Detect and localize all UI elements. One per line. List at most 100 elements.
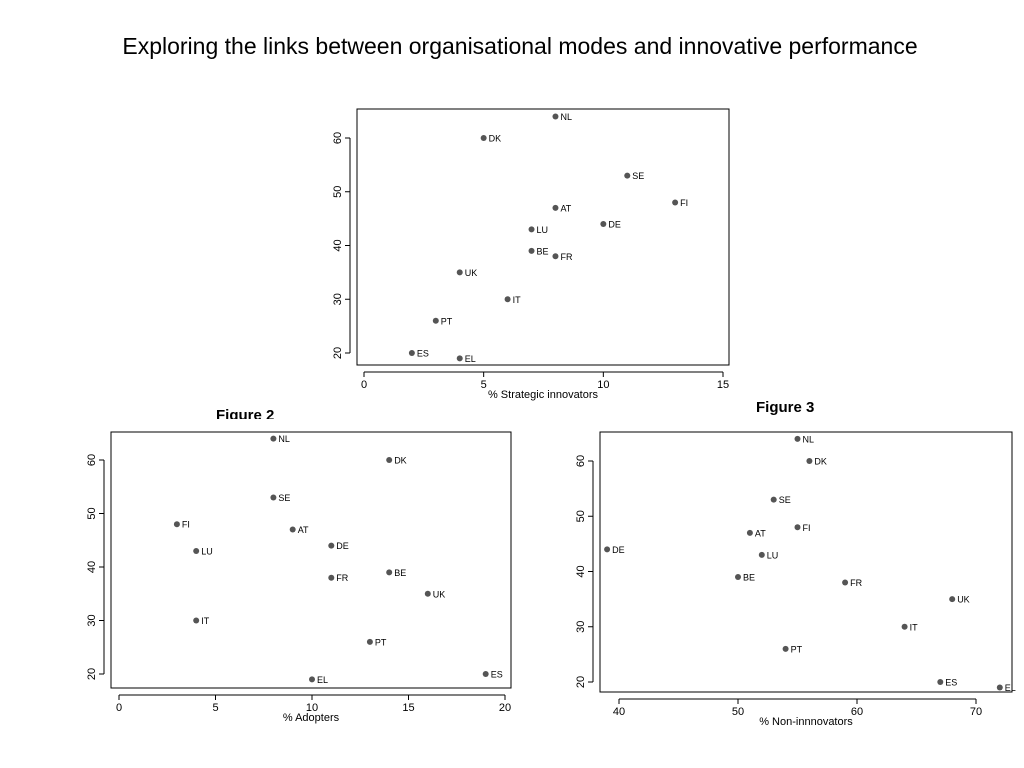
data-label-dk: DK — [489, 134, 502, 144]
data-label-el: EL — [1005, 683, 1016, 693]
figure-3-label: Figure 3 — [756, 399, 815, 416]
data-label-fi: FI — [182, 520, 190, 530]
x-tick-label: 20 — [499, 702, 511, 714]
data-point-fr — [842, 579, 849, 586]
x-tick-label: 40 — [613, 706, 625, 718]
data-label-es: ES — [945, 678, 957, 688]
data-label-el: EL — [465, 354, 476, 364]
data-label-se: SE — [278, 493, 290, 503]
data-label-es: ES — [491, 670, 503, 680]
data-point-fr — [552, 253, 559, 260]
data-point-dk — [806, 458, 813, 464]
y-tick-label: 50 — [575, 510, 587, 522]
x-axis-label: % Adopters — [283, 712, 340, 724]
data-label-nl: NL — [278, 434, 290, 444]
data-point-lu — [193, 547, 200, 554]
data-point-se — [624, 172, 631, 179]
data-point-nl — [794, 435, 801, 442]
data-label-be: BE — [537, 246, 549, 256]
data-label-uk: UK — [957, 595, 970, 605]
data-label-de: DE — [608, 220, 621, 230]
data-label-fi: FI — [680, 198, 688, 208]
data-label-uk: UK — [465, 268, 478, 278]
data-point-de — [600, 221, 607, 227]
data-point-de — [604, 546, 611, 553]
data-point-el — [456, 355, 463, 362]
x-tick-label: 10 — [597, 379, 609, 391]
y-tick-label: 40 — [86, 561, 98, 573]
plot-frame — [110, 431, 512, 689]
data-point-el — [996, 684, 1003, 691]
data-label-pt: PT — [791, 644, 803, 654]
data-point-uk — [949, 596, 956, 603]
y-tick-label: 20 — [332, 347, 344, 359]
y-tick-label: 50 — [332, 186, 344, 198]
data-label-dk: DK — [814, 457, 827, 467]
y-tick-label: 40 — [575, 565, 587, 577]
data-point-el — [309, 676, 315, 683]
x-axis-label: % Strategic innovators — [488, 389, 599, 401]
data-point-pt — [782, 645, 789, 652]
data-point-nl — [552, 113, 559, 120]
data-label-be: BE — [743, 573, 755, 583]
data-point-it — [193, 617, 200, 624]
data-point-se — [270, 494, 277, 501]
y-tick-label: 50 — [86, 507, 98, 519]
x-tick-label: 60 — [851, 706, 863, 718]
data-point-fi — [794, 524, 801, 531]
x-tick-label: 5 — [481, 379, 487, 391]
y-tick-label: 60 — [575, 455, 587, 467]
data-label-lu: LU — [767, 550, 779, 560]
data-label-pt: PT — [375, 637, 387, 647]
data-label-nl: NL — [560, 112, 572, 122]
data-point-lu — [528, 226, 535, 233]
data-point-fi — [173, 521, 180, 528]
x-tick-label: 15 — [402, 702, 414, 714]
x-tick-label: 70 — [970, 706, 982, 718]
data-point-be — [528, 247, 535, 254]
data-label-uk: UK — [433, 589, 446, 599]
data-point-se — [770, 496, 777, 503]
data-point-be — [386, 569, 393, 576]
data-label-at: AT — [560, 203, 571, 213]
y-tick-label: 30 — [575, 621, 587, 633]
data-point-nl — [270, 435, 277, 442]
data-point-at — [289, 526, 296, 533]
data-point-pt — [366, 638, 373, 645]
slide-title: Exploring the links between organisation… — [122, 33, 918, 59]
data-point-fr — [328, 574, 335, 581]
data-point-uk — [456, 269, 463, 276]
data-label-be: BE — [394, 568, 406, 578]
data-point-dk — [480, 135, 487, 141]
data-label-es: ES — [417, 349, 429, 359]
x-tick-label: 0 — [116, 702, 122, 714]
data-point-it — [504, 296, 511, 303]
data-label-pt: PT — [441, 316, 453, 326]
data-label-se: SE — [632, 171, 644, 181]
data-point-es — [408, 350, 415, 356]
data-label-fr: FR — [560, 252, 572, 262]
data-label-it: IT — [910, 622, 919, 632]
data-point-it — [901, 623, 908, 630]
data-label-it: IT — [513, 295, 522, 305]
data-point-at — [552, 204, 559, 211]
data-label-it: IT — [201, 616, 210, 626]
data-point-at — [746, 529, 753, 536]
data-label-fi: FI — [803, 523, 811, 533]
y-tick-label: 30 — [86, 614, 98, 626]
data-label-de: DE — [336, 541, 349, 551]
data-label-at: AT — [755, 528, 766, 538]
y-tick-label: 20 — [575, 676, 587, 688]
data-point-de — [328, 542, 335, 549]
y-tick-label: 60 — [332, 132, 344, 144]
x-tick-label: 15 — [717, 379, 729, 391]
data-point-uk — [424, 590, 431, 597]
data-label-fr: FR — [336, 573, 348, 583]
y-tick-label: 30 — [332, 293, 344, 305]
data-label-de: DE — [612, 545, 625, 555]
x-tick-label: 0 — [361, 379, 367, 391]
data-point-lu — [758, 551, 765, 558]
